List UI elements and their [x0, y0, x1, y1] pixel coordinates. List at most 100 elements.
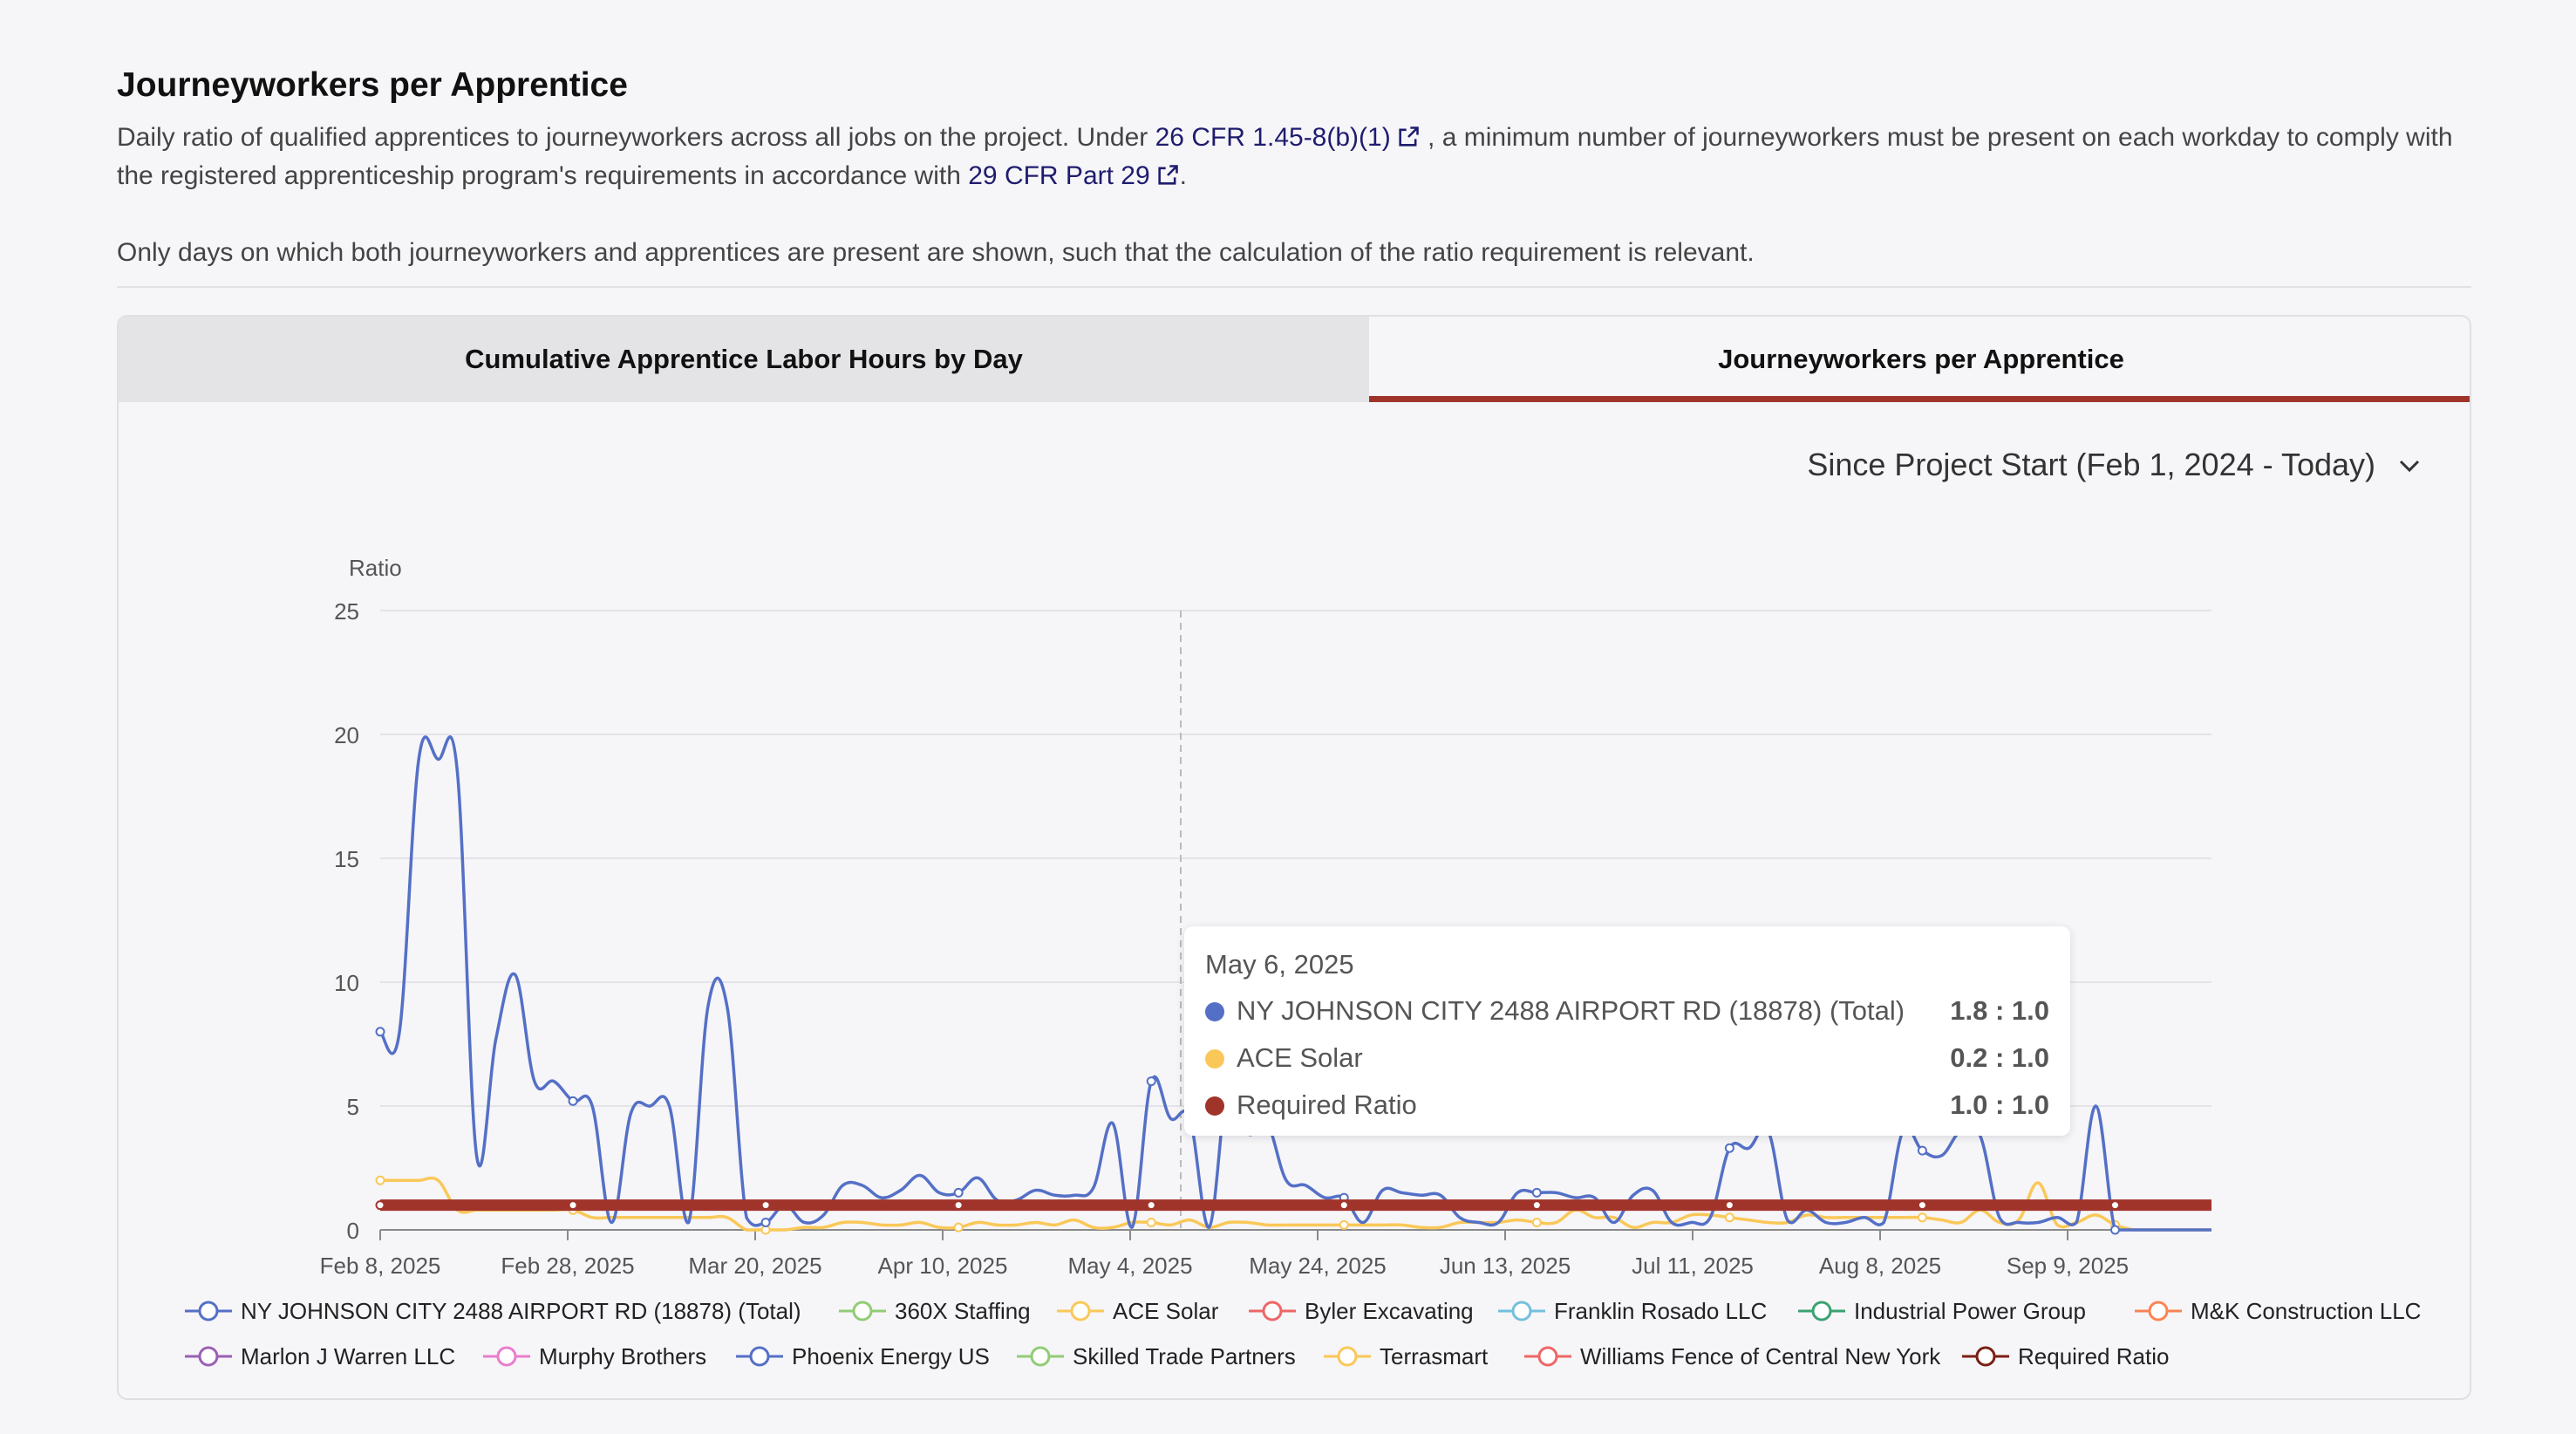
- y-tick-label: 15: [334, 846, 359, 872]
- data-point: [2109, 1225, 2120, 1235]
- legend-label: Marlon J Warren LLC: [241, 1343, 456, 1369]
- data-point: [1146, 1076, 1156, 1087]
- tooltip-date: May 6, 2025: [1205, 949, 1354, 980]
- legend-label: Industrial Power Group: [1854, 1298, 2086, 1324]
- y-tick-label: 20: [334, 722, 359, 748]
- x-tick-label: Mar 20, 2025: [688, 1253, 821, 1279]
- legend-swatch-icon: [839, 1301, 886, 1321]
- data-point: [953, 1200, 964, 1211]
- legend-label: M&K Construction LLC: [2191, 1298, 2422, 1324]
- legend-item[interactable]: Required Ratio: [1962, 1339, 2169, 1374]
- tooltip-series-name: Required Ratio: [1237, 1089, 1417, 1120]
- data-point: [375, 1200, 385, 1211]
- legend-item[interactable]: Marlon J Warren LLC: [185, 1339, 455, 1374]
- data-point: [1531, 1217, 1542, 1227]
- tooltip-series-name: ACE Solar: [1237, 1042, 1363, 1073]
- legend-item[interactable]: Skilled Trade Partners: [1017, 1339, 1296, 1374]
- legend-label: Byler Excavating: [1305, 1298, 1474, 1324]
- y-tick-label: 0: [347, 1218, 359, 1244]
- y-tick-label: 5: [347, 1094, 359, 1120]
- data-point: [953, 1222, 964, 1233]
- tooltip-series-value: 1.8 : 1.0: [1950, 995, 2049, 1026]
- legend-item[interactable]: Phoenix Energy US: [736, 1339, 990, 1374]
- y-axis-label: Ratio: [349, 555, 402, 581]
- x-tick-label: Jun 13, 2025: [1440, 1253, 1571, 1279]
- legend-label: NY JOHNSON CITY 2488 AIRPORT RD (18878) …: [241, 1298, 801, 1324]
- tooltip-row: NY JOHNSON CITY 2488 AIRPORT RD (18878) …: [1205, 987, 2049, 1035]
- data-point: [1531, 1187, 1542, 1198]
- data-point: [375, 1175, 385, 1185]
- series-dot-icon: [1205, 1096, 1224, 1116]
- external-link-icon: [1158, 165, 1178, 185]
- desc-text-1: Daily ratio of qualified apprentices to …: [117, 123, 1155, 152]
- data-point: [1724, 1212, 1734, 1223]
- external-link-icon: [1399, 126, 1419, 147]
- legend-swatch-icon: [1498, 1301, 1545, 1321]
- legend-item[interactable]: 360X Staffing: [839, 1294, 1031, 1328]
- legend-swatch-icon: [185, 1301, 232, 1321]
- series-dot-icon: [1205, 1002, 1224, 1021]
- legend-label: Terrasmart: [1380, 1343, 1489, 1369]
- description: Daily ratio of qualified apprentices to …: [117, 119, 2471, 195]
- tab-bar: Cumulative Apprentice Labor Hours by Day…: [119, 317, 2470, 402]
- data-point: [760, 1200, 771, 1211]
- cfr-link-1[interactable]: 26 CFR 1.45-8(b)(1): [1155, 123, 1421, 152]
- series-dot-icon: [1205, 1049, 1224, 1069]
- legend-label: 360X Staffing: [895, 1298, 1031, 1324]
- legend-swatch-icon: [1798, 1301, 1845, 1321]
- legend-item[interactable]: Terrasmart: [1324, 1339, 1488, 1374]
- cfr-link-2[interactable]: 29 CFR Part 29: [968, 161, 1179, 190]
- legend-item[interactable]: Byler Excavating: [1249, 1294, 1474, 1328]
- tooltip-row: ACE Solar 0.2 : 1.0: [1205, 1035, 2049, 1082]
- y-tick-label: 10: [334, 970, 359, 996]
- data-point: [1917, 1145, 1927, 1156]
- data-point: [953, 1187, 964, 1198]
- x-tick-label: Aug 8, 2025: [1819, 1253, 1941, 1279]
- legend-label: Murphy Brothers: [539, 1343, 707, 1369]
- x-tick-label: Feb 8, 2025: [320, 1253, 441, 1279]
- legend-item[interactable]: M&K Construction LLC: [2135, 1294, 2421, 1328]
- page-title: Journeyworkers per Apprentice: [117, 66, 628, 104]
- tooltip-series-name: NY JOHNSON CITY 2488 AIRPORT RD (18878) …: [1237, 995, 1905, 1026]
- divider: [117, 286, 2471, 288]
- legend-item[interactable]: NY JOHNSON CITY 2488 AIRPORT RD (18878) …: [185, 1294, 801, 1328]
- legend-item[interactable]: Williams Fence of Central New York: [1524, 1339, 1940, 1374]
- cfr-link-1-label: 26 CFR 1.45-8(b)(1): [1155, 123, 1391, 152]
- legend-item[interactable]: Franklin Rosado LLC: [1498, 1294, 1767, 1328]
- cfr-link-2-label: 29 CFR Part 29: [968, 161, 1150, 190]
- series-line-ace-solar: [380, 1176, 2211, 1232]
- data-point: [1917, 1200, 1927, 1211]
- legend-swatch-icon: [2135, 1301, 2182, 1321]
- x-tick-label: Feb 28, 2025: [501, 1253, 634, 1279]
- tooltip-row: Required Ratio 1.0 : 1.0: [1205, 1082, 2049, 1129]
- tab-cumulative-hours[interactable]: Cumulative Apprentice Labor Hours by Day: [465, 344, 1023, 374]
- data-point: [1339, 1219, 1349, 1230]
- legend-swatch-icon: [1057, 1301, 1104, 1321]
- header-section: Journeyworkers per Apprentice Daily rati…: [117, 61, 2471, 288]
- x-tick-label: Apr 10, 2025: [878, 1253, 1008, 1279]
- legend-item[interactable]: Murphy Brothers: [483, 1339, 706, 1374]
- data-point: [1724, 1200, 1734, 1211]
- data-point: [1531, 1200, 1542, 1211]
- legend-item[interactable]: ACE Solar: [1057, 1294, 1218, 1328]
- legend-label: Skilled Trade Partners: [1073, 1343, 1296, 1369]
- legend-swatch-icon: [1017, 1346, 1064, 1367]
- data-point: [568, 1096, 578, 1106]
- legend-label: Williams Fence of Central New York: [1580, 1343, 1941, 1369]
- data-point: [1146, 1200, 1156, 1211]
- x-tick-label: May 4, 2025: [1067, 1253, 1192, 1279]
- note-text: Only days on which both journeyworkers a…: [117, 238, 1755, 267]
- data-point: [375, 1027, 385, 1037]
- legend-label: Phoenix Energy US: [792, 1343, 990, 1369]
- legend-swatch-icon: [1962, 1346, 2009, 1367]
- tab-journeyworkers-per-apprentice[interactable]: Journeyworkers per Apprentice: [1369, 317, 2470, 402]
- legend-item[interactable]: Industrial Power Group: [1798, 1294, 2086, 1328]
- data-point: [760, 1217, 771, 1227]
- legend-label: Required Ratio: [2018, 1343, 2170, 1369]
- date-range-select[interactable]: Since Project Start (Feb 1, 2024 - Today…: [1807, 439, 2423, 491]
- data-point: [1724, 1143, 1734, 1153]
- x-tick-label: Sep 9, 2025: [2007, 1253, 2129, 1279]
- legend-label: ACE Solar: [1113, 1298, 1219, 1324]
- legend-swatch-icon: [185, 1346, 232, 1367]
- x-tick-label: Jul 11, 2025: [1632, 1253, 1754, 1279]
